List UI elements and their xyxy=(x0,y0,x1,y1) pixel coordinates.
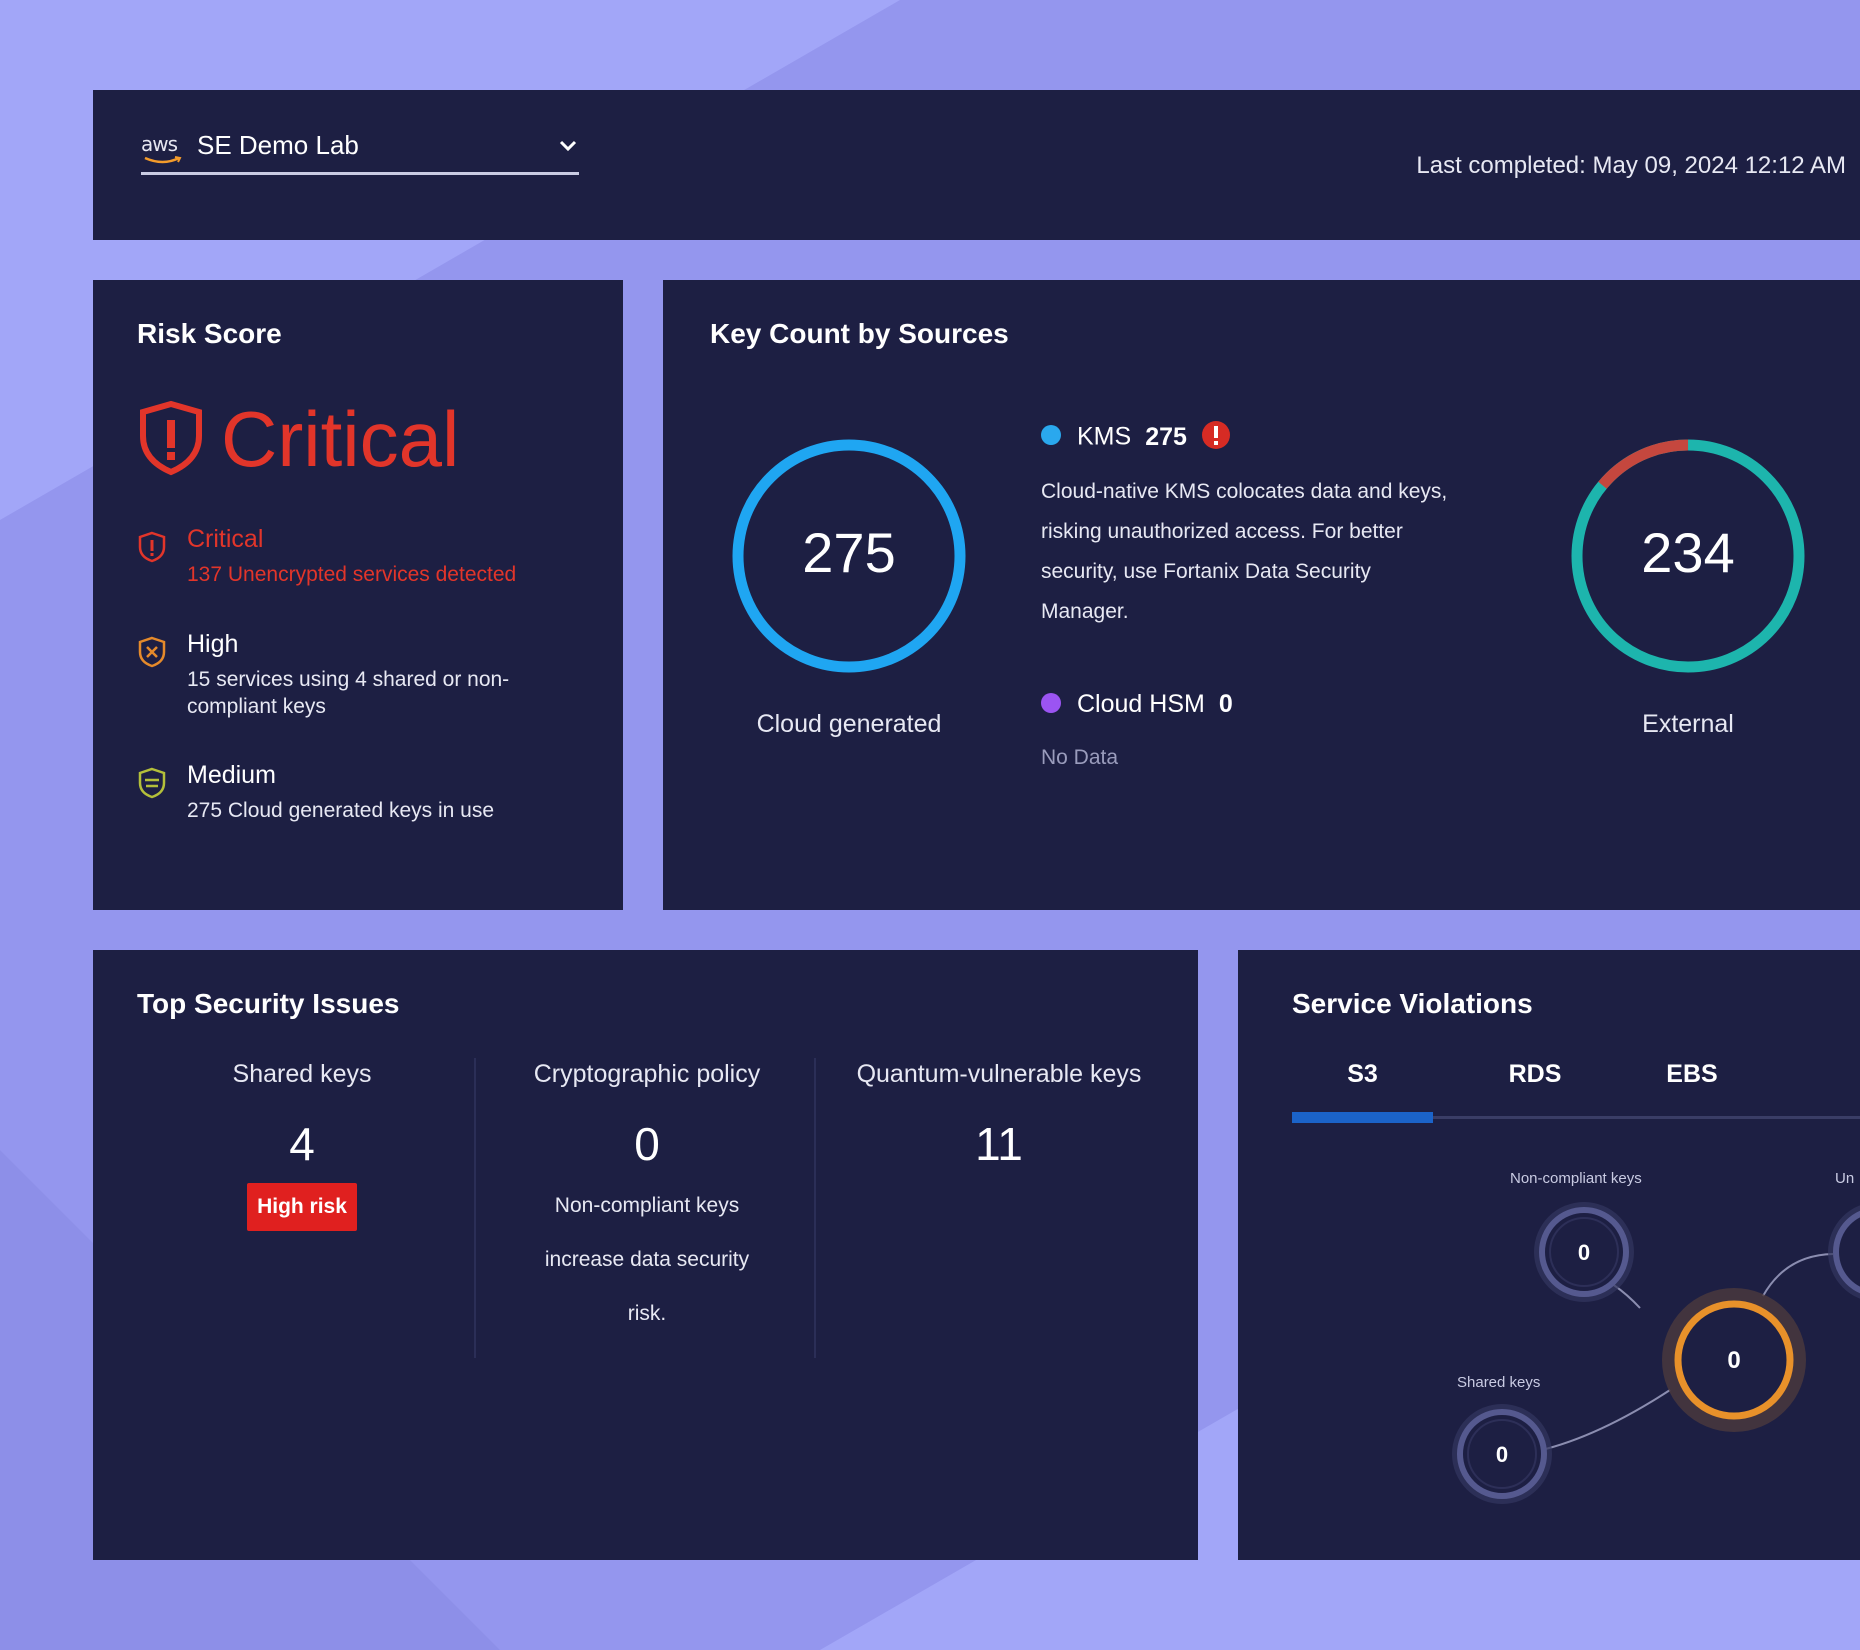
node-center[interactable] xyxy=(1662,1288,1806,1432)
kms-dot xyxy=(1041,425,1061,445)
aws-logo: aws xyxy=(141,132,185,168)
issue-value: 0 xyxy=(634,1118,660,1170)
risk-item-critical: Critical 137 Unencrypted services detect… xyxy=(137,525,597,595)
kms-description: Cloud-native KMS colocates data and keys… xyxy=(1041,480,1448,623)
node-label-partial: Un xyxy=(1835,1170,1855,1187)
high-risk-badge: High risk xyxy=(247,1183,357,1231)
kms-count: 275 xyxy=(1145,422,1187,451)
legend-cloud-hsm[interactable]: Cloud HSM 0 xyxy=(1041,690,1233,724)
risk-item-desc: 275 Cloud generated keys in use xyxy=(187,799,495,822)
external-value: 234 xyxy=(1641,521,1735,584)
risk-item-desc: 137 Unencrypted services detected xyxy=(187,563,517,586)
header-bar: aws SE Demo Lab Last completed: May 09, … xyxy=(93,90,1860,240)
issue-note: Non-compliant keys increase data securit… xyxy=(544,1194,750,1325)
issue-value: 11 xyxy=(975,1118,1023,1170)
column-divider xyxy=(474,1058,476,1358)
risk-item-title: High xyxy=(187,630,239,658)
cloud-hsm-count: 0 xyxy=(1218,690,1233,718)
issue-header: Shared keys xyxy=(232,1060,372,1088)
issue-shared-keys[interactable]: Shared keys 4 High risk xyxy=(157,1060,447,1360)
risk-item-title: Medium xyxy=(187,761,276,789)
issues-title: Top Security Issues xyxy=(137,988,400,1019)
risk-item-medium: Medium 275 Cloud generated keys in use xyxy=(137,761,597,831)
violations-title: Service Violations xyxy=(1292,988,1533,1019)
last-completed-timestamp: Last completed: May 09, 2024 12:12 AM xyxy=(1416,152,1846,179)
risk-level-text: Critical xyxy=(221,395,460,483)
issue-header: Cryptographic policy xyxy=(533,1060,761,1088)
cloud-hsm-dot xyxy=(1041,692,1061,713)
key-count-title: Key Count by Sources xyxy=(710,318,1009,349)
shield-alert-icon xyxy=(140,400,202,476)
column-divider xyxy=(814,1058,816,1358)
cloud-hsm-no-data: No Data xyxy=(1041,746,1119,769)
account-name: SE Demo Lab xyxy=(197,130,359,160)
tabs-underline xyxy=(1292,1116,1860,1119)
shield-high-icon xyxy=(138,636,166,668)
issue-quantum-vulnerable-keys[interactable]: Quantum-vulnerable keys 11 xyxy=(828,1060,1170,1360)
shield-medium-icon xyxy=(138,767,166,799)
tab-ebs[interactable]: EBS xyxy=(1666,1060,1718,1088)
top-security-issues-panel: Top Security Issues Shared keys 4 High r… xyxy=(93,950,1198,1560)
external-label: External xyxy=(1642,710,1734,738)
risk-item-high: High 15 services using 4 shared or non-c… xyxy=(137,630,597,720)
risk-item-desc: 15 services using 4 shared or non-compli… xyxy=(187,668,510,718)
key-count-panel: Key Count by Sources 275 Cloud generated… xyxy=(663,280,1860,910)
external-ring[interactable] xyxy=(1566,434,1810,678)
cloud-hsm-name: Cloud HSM xyxy=(1077,690,1205,718)
cloud-generated-label: Cloud generated xyxy=(756,710,942,738)
risk-score-panel: Risk Score Critical Critical 137 Unencry… xyxy=(93,280,623,910)
node-shared-value: 0 xyxy=(1496,1442,1508,1467)
node-non-compliant-keys[interactable] xyxy=(1534,1202,1634,1302)
shield-critical-icon xyxy=(138,531,166,563)
kms-name: KMS xyxy=(1077,422,1132,451)
service-violations-panel: Service Violations S3 RDS EBS 0 0 0 Non- xyxy=(1238,950,1860,1560)
legend-kms[interactable]: KMS 275 xyxy=(1041,421,1231,456)
risk-item-title: Critical xyxy=(187,525,264,553)
violations-graph: 0 0 0 xyxy=(1452,1202,1860,1504)
node-partial[interactable] xyxy=(1828,1202,1860,1302)
cloud-generated-ring[interactable] xyxy=(727,434,971,678)
chevron-down-icon[interactable] xyxy=(557,134,579,156)
tab-rds[interactable]: RDS xyxy=(1508,1060,1562,1088)
risk-score-title: Risk Score xyxy=(137,318,282,349)
alert-icon xyxy=(1201,421,1230,449)
issue-value: 4 xyxy=(289,1118,315,1170)
issue-header: Quantum-vulnerable keys xyxy=(856,1060,1142,1088)
node-label-shared: Shared keys xyxy=(1457,1374,1541,1391)
account-selector[interactable]: aws SE Demo Lab xyxy=(141,120,579,175)
node-label-non-compliant: Non-compliant keys xyxy=(1510,1170,1642,1187)
cloud-generated-value: 275 xyxy=(802,521,896,584)
node-center-value: 0 xyxy=(1727,1347,1740,1374)
issue-cryptographic-policy[interactable]: Cryptographic policy 0 Non-compliant key… xyxy=(495,1060,799,1360)
node-shared-keys[interactable] xyxy=(1452,1404,1552,1504)
tab-s3[interactable]: S3 xyxy=(1347,1060,1378,1088)
active-tab-indicator xyxy=(1292,1112,1433,1123)
node-non-compliant-value: 0 xyxy=(1578,1240,1590,1265)
